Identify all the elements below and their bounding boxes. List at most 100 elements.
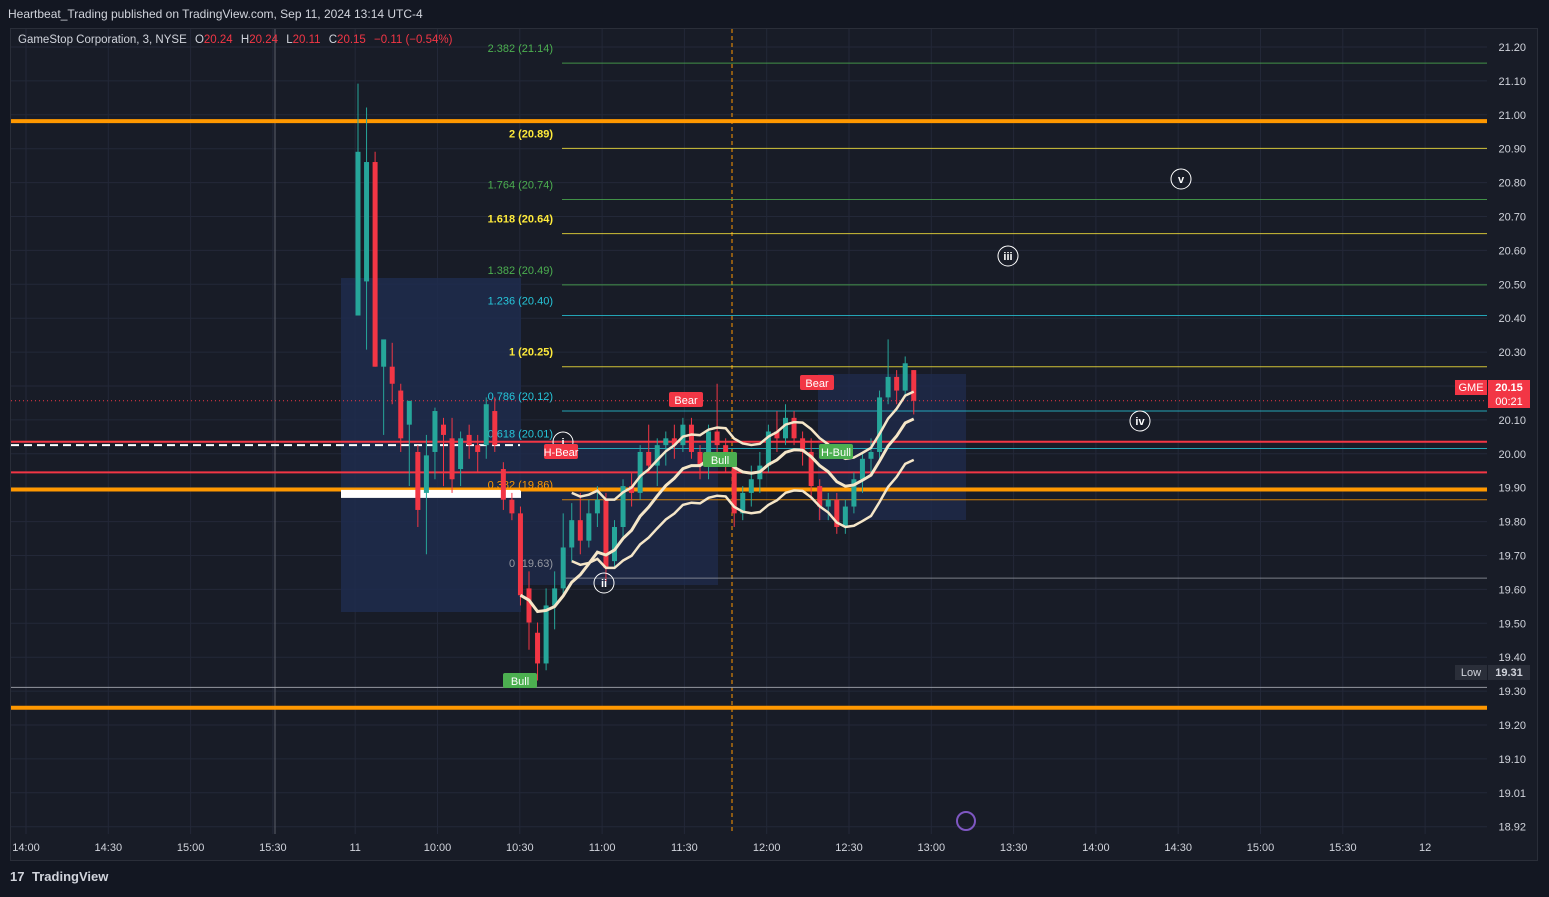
fib-level-label: 1.618 (20.64) <box>488 214 554 226</box>
fib-level-label: 1.764 (20.74) <box>488 180 553 192</box>
close-key: C <box>328 34 338 46</box>
candle-body <box>774 431 780 439</box>
x-axis-tick: 14:00 <box>12 842 40 854</box>
y-axis-tick: 20.00 <box>1498 449 1526 461</box>
elliott-wave-circle <box>1170 168 1192 190</box>
candle-body <box>569 520 575 548</box>
elliott-wave-circle <box>997 245 1019 267</box>
low-price-badge <box>1488 665 1530 680</box>
candle-body <box>517 513 523 596</box>
x-axis-tick: 14:00 <box>1082 842 1110 854</box>
white-zone <box>341 489 521 498</box>
x-axis-tick: 10:30 <box>506 842 534 854</box>
tradingview-footer[interactable]: 17 TradingView <box>10 869 108 884</box>
candle-body <box>500 469 506 500</box>
y-axis-tick: 20.80 <box>1498 178 1526 190</box>
elliott-wave-label: iii <box>1003 251 1012 263</box>
fib-level-label: 0.618 (20.01) <box>488 429 553 441</box>
candle-body <box>825 499 831 507</box>
symbol-tag: GME <box>1458 382 1483 394</box>
candle-body <box>663 438 669 446</box>
y-axis-tick: 19.20 <box>1498 720 1526 732</box>
fib-level-label: 1.382 (20.49) <box>488 265 553 277</box>
x-axis-tick: 15:30 <box>1329 842 1357 854</box>
y-axis-tick: 18.92 <box>1498 822 1526 834</box>
signal-label: H-Bull <box>821 447 851 459</box>
candle-body <box>577 520 583 541</box>
candle-body <box>355 151 361 316</box>
x-axis-tick: 13:00 <box>918 842 946 854</box>
candle-body <box>637 451 643 493</box>
elliott-wave-label: i <box>561 437 564 449</box>
fib-level-label: 2 (20.89) <box>509 128 553 140</box>
signal-label: H-Bear <box>544 447 579 459</box>
candle-body <box>688 424 694 452</box>
candle-body <box>765 431 771 466</box>
tradingview-logo-icon: 17 <box>10 869 25 884</box>
high-value: 20.24 <box>249 34 278 46</box>
y-axis-tick: 20.90 <box>1498 144 1526 156</box>
candle-body <box>560 547 566 589</box>
y-axis-tick: 19.70 <box>1498 551 1526 563</box>
elliott-wave-circle <box>1129 410 1151 432</box>
x-axis-tick: 15:00 <box>177 842 205 854</box>
candle-body <box>791 417 797 439</box>
low-price: 19.31 <box>1495 667 1523 679</box>
candle-body <box>800 438 806 452</box>
y-axis-tick: 20.40 <box>1498 313 1526 325</box>
candle-body <box>706 431 712 466</box>
low-tag-label: Low <box>1461 667 1481 679</box>
y-axis-tick: 20.70 <box>1498 212 1526 224</box>
candle-body <box>406 400 412 425</box>
x-axis-tick: 14:30 <box>95 842 123 854</box>
open-value: 20.24 <box>203 34 233 46</box>
x-axis-tick: 15:00 <box>1247 842 1275 854</box>
signal-label: Bear <box>805 378 829 390</box>
publisher-line: Heartbeat_Trading published on TradingVi… <box>8 7 423 21</box>
event-marker-icon <box>956 811 976 831</box>
signal-badge <box>503 673 537 688</box>
y-axis-tick: 19.90 <box>1498 483 1526 495</box>
change-value: −0.11 (−0.54%) <box>374 34 453 46</box>
candle-body <box>441 424 446 435</box>
y-axis-tick: 19.01 <box>1498 788 1526 800</box>
candle-body <box>723 445 729 459</box>
y-axis-tick: 20.30 <box>1498 347 1526 359</box>
candle-body <box>834 499 840 528</box>
candle-body <box>364 162 370 282</box>
candle-body <box>543 605 549 664</box>
y-axis-tick: 20.10 <box>1498 415 1526 427</box>
close-value: 20.15 <box>337 34 366 46</box>
candle-body <box>483 404 489 446</box>
candle-body <box>646 451 652 466</box>
y-axis-tick: 19.50 <box>1498 618 1526 630</box>
x-axis-tick: 11:30 <box>671 842 698 854</box>
fib-level-label: 0.382 (19.86) <box>488 480 553 492</box>
x-axis-tick: 11 <box>349 842 360 854</box>
candle-body <box>748 479 754 493</box>
y-axis-tick: 21.00 <box>1498 110 1526 122</box>
signal-label: Bear <box>674 395 698 407</box>
candle-body <box>449 438 455 480</box>
signal-badge <box>544 444 578 459</box>
symbol-legend[interactable]: GameStop Corporation, 3, NYSE O20.24 H20… <box>18 34 452 46</box>
low-value: 20.11 <box>292 34 321 46</box>
candle-body <box>902 363 908 391</box>
candle-body <box>398 390 404 439</box>
candle-body <box>552 588 558 606</box>
elliott-wave-circle <box>593 572 615 594</box>
candle-body <box>680 424 686 446</box>
x-axis-tick: 12:30 <box>835 842 863 854</box>
y-axis-tick: 19.40 <box>1498 652 1526 664</box>
candle-body <box>714 431 720 446</box>
symbol-title[interactable]: GameStop Corporation, 3, NYSE <box>18 34 187 46</box>
candle-body <box>603 499 609 568</box>
candle-body <box>894 376 900 391</box>
candle-body <box>432 411 438 452</box>
candle-body <box>629 486 635 493</box>
candle-body <box>509 499 515 514</box>
candle-body <box>740 492 746 514</box>
x-axis-tick: 14:30 <box>1164 842 1192 854</box>
signal-badge <box>800 375 834 390</box>
